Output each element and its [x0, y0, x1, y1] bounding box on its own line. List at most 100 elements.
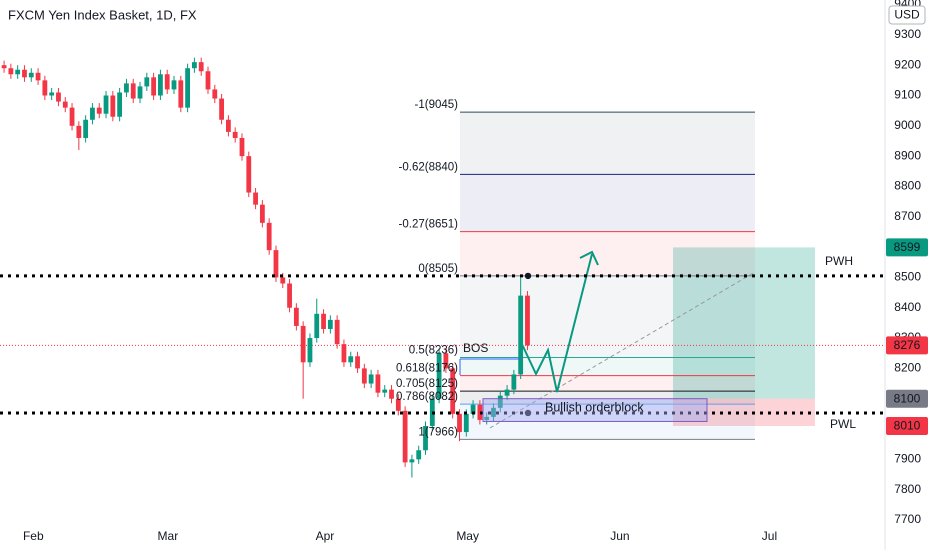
fib-label: -1(9045) — [415, 99, 459, 111]
y-tick-label: 8800 — [894, 179, 921, 193]
y-tick-label: 7700 — [894, 512, 921, 526]
x-tick-label: May — [456, 529, 479, 543]
candle-body — [178, 80, 184, 108]
candle-body — [504, 389, 510, 396]
candle-body — [253, 192, 258, 205]
fib-zone — [460, 174, 755, 232]
pwl-dot — [524, 409, 532, 417]
fib-label: 0.5(8236) — [409, 345, 458, 357]
candle-body — [83, 119, 89, 138]
candle-body — [164, 74, 170, 90]
overlay-layer: -1(9045) -0.62(8840) -0.27(8651) 0(8505) 0.5… — [0, 99, 885, 438]
y-tick-label: 9000 — [894, 118, 921, 132]
stop-badge — [886, 416, 928, 435]
candle-body — [341, 344, 347, 363]
projection-arrow — [519, 253, 593, 393]
candle-body — [69, 107, 75, 126]
price-axis — [885, 0, 932, 550]
y-tick-label: 8500 — [894, 270, 921, 284]
y-tick-label: 9100 — [894, 88, 921, 102]
fib-label: 0.705(8125) — [396, 378, 458, 390]
candle-body — [266, 222, 272, 251]
candle-body — [15, 69, 21, 75]
candle-body — [117, 92, 123, 117]
x-tick-label: Jun — [610, 529, 629, 543]
y-tick-label: 7800 — [894, 482, 921, 496]
candle-body — [124, 83, 129, 93]
candle-body — [327, 319, 333, 329]
candle-body — [212, 89, 218, 99]
candle-body — [307, 338, 313, 363]
fib-label: -0.62(8840) — [399, 161, 459, 173]
currency-box[interactable] — [888, 5, 926, 25]
candle-body — [185, 68, 191, 108]
candle-body — [334, 319, 340, 345]
candle-body — [525, 295, 530, 346]
candle-body — [287, 283, 292, 308]
candle-body — [463, 413, 469, 433]
candle-body — [28, 72, 34, 78]
candle-body — [22, 69, 27, 78]
orderblock-label: Bullish orderblock — [545, 400, 644, 414]
pwl-label: PWL — [830, 417, 856, 431]
entry-badge-label: 8100 — [894, 391, 921, 405]
candle-body — [293, 307, 299, 326]
candle-body — [35, 72, 41, 81]
candle-body — [518, 295, 524, 375]
candle-body — [450, 368, 456, 414]
guide-line — [489, 271, 756, 429]
candle-body — [375, 374, 381, 393]
fib-zone — [460, 112, 755, 175]
candle-body — [497, 395, 503, 408]
axis-layer: FebMarAprMayJunJul7700780079008000810082… — [23, 0, 928, 543]
candle-body — [90, 107, 95, 120]
fib-label: 0(8505) — [418, 263, 458, 275]
fib-zone — [460, 375, 755, 392]
candle-body — [416, 450, 422, 460]
y-tick-label: 8700 — [894, 209, 921, 223]
y-tick-label: 8200 — [894, 361, 921, 375]
orderblock-box — [482, 398, 708, 422]
currency-label[interactable]: USD — [894, 8, 920, 22]
candle-body — [144, 77, 150, 87]
fib-label: 0.786(8082) — [396, 391, 458, 403]
candle-body — [348, 356, 354, 363]
candle-body — [56, 92, 61, 102]
candle-body — [110, 95, 116, 117]
candle-body — [103, 95, 109, 114]
candle-body — [259, 204, 265, 223]
candle-body — [395, 398, 401, 411]
candle-body — [491, 407, 496, 417]
candle-body — [389, 389, 394, 399]
bos-label: BOS — [463, 341, 488, 355]
candle-body — [8, 68, 14, 75]
candle-body — [382, 389, 388, 393]
candle-body — [477, 404, 483, 420]
candle-body — [76, 125, 82, 138]
y-tick-label: 9200 — [894, 57, 921, 71]
candle-body — [239, 137, 245, 157]
candle-body — [96, 107, 102, 114]
y-tick-label: 8900 — [894, 148, 921, 162]
candle-body — [423, 425, 428, 451]
fib-label: 1(7966) — [418, 426, 458, 438]
candle-body — [368, 374, 374, 384]
candle-body — [225, 119, 231, 132]
candle-body — [409, 459, 415, 463]
last-price-badge-label: 8276 — [894, 338, 921, 352]
pwh-dot — [524, 272, 532, 280]
entry-badge — [886, 389, 928, 408]
candle-body — [321, 313, 326, 329]
y-tick-label: 9400 — [894, 0, 921, 11]
last-price-badge — [886, 336, 928, 355]
fib-zone — [460, 231, 755, 276]
pwh-label: PWH — [825, 254, 853, 268]
candle-body — [192, 62, 197, 69]
candle-body — [42, 80, 48, 96]
candle-body — [246, 156, 252, 193]
x-tick-label: Jul — [762, 529, 777, 543]
candle-body — [137, 86, 143, 99]
candle-body — [314, 313, 320, 339]
candles-layer — [1, 57, 530, 478]
